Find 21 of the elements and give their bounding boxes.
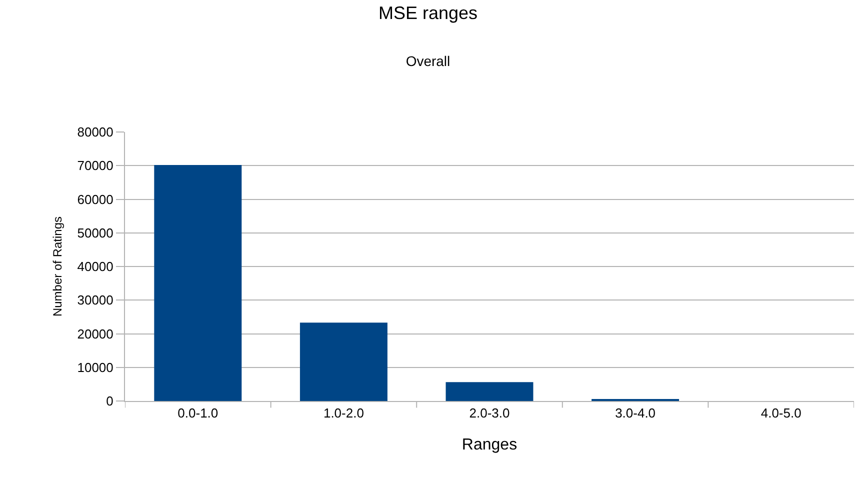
bar [154, 164, 242, 401]
x-tick-label: 3.0-4.0 [615, 406, 656, 421]
y-tick-label: 10000 [77, 360, 114, 375]
x-tick-label: 4.0-5.0 [760, 406, 802, 421]
y-axis-title: Number of Ratings [50, 216, 65, 317]
x-tick-label: 2.0-3.0 [469, 406, 510, 421]
y-tick-label: 80000 [77, 124, 114, 140]
y-tick-label: 0 [106, 394, 114, 409]
x-tick-label: 1.0-2.0 [323, 406, 364, 421]
y-tick-label: 60000 [77, 192, 114, 207]
bar [300, 322, 388, 401]
y-tick-label: 50000 [77, 225, 114, 240]
y-tick-label: 40000 [77, 259, 114, 274]
y-tick-label: 70000 [77, 158, 114, 174]
y-tick-label: 30000 [77, 292, 114, 308]
chart-title: MSE ranges [378, 3, 478, 24]
x-axis-title: Ranges [462, 436, 518, 454]
y-tick-label: 20000 [77, 326, 114, 342]
x-tick-label: 0.0-1.0 [178, 406, 218, 421]
bar [446, 382, 534, 401]
chart-subtitle: Overall [406, 52, 450, 69]
